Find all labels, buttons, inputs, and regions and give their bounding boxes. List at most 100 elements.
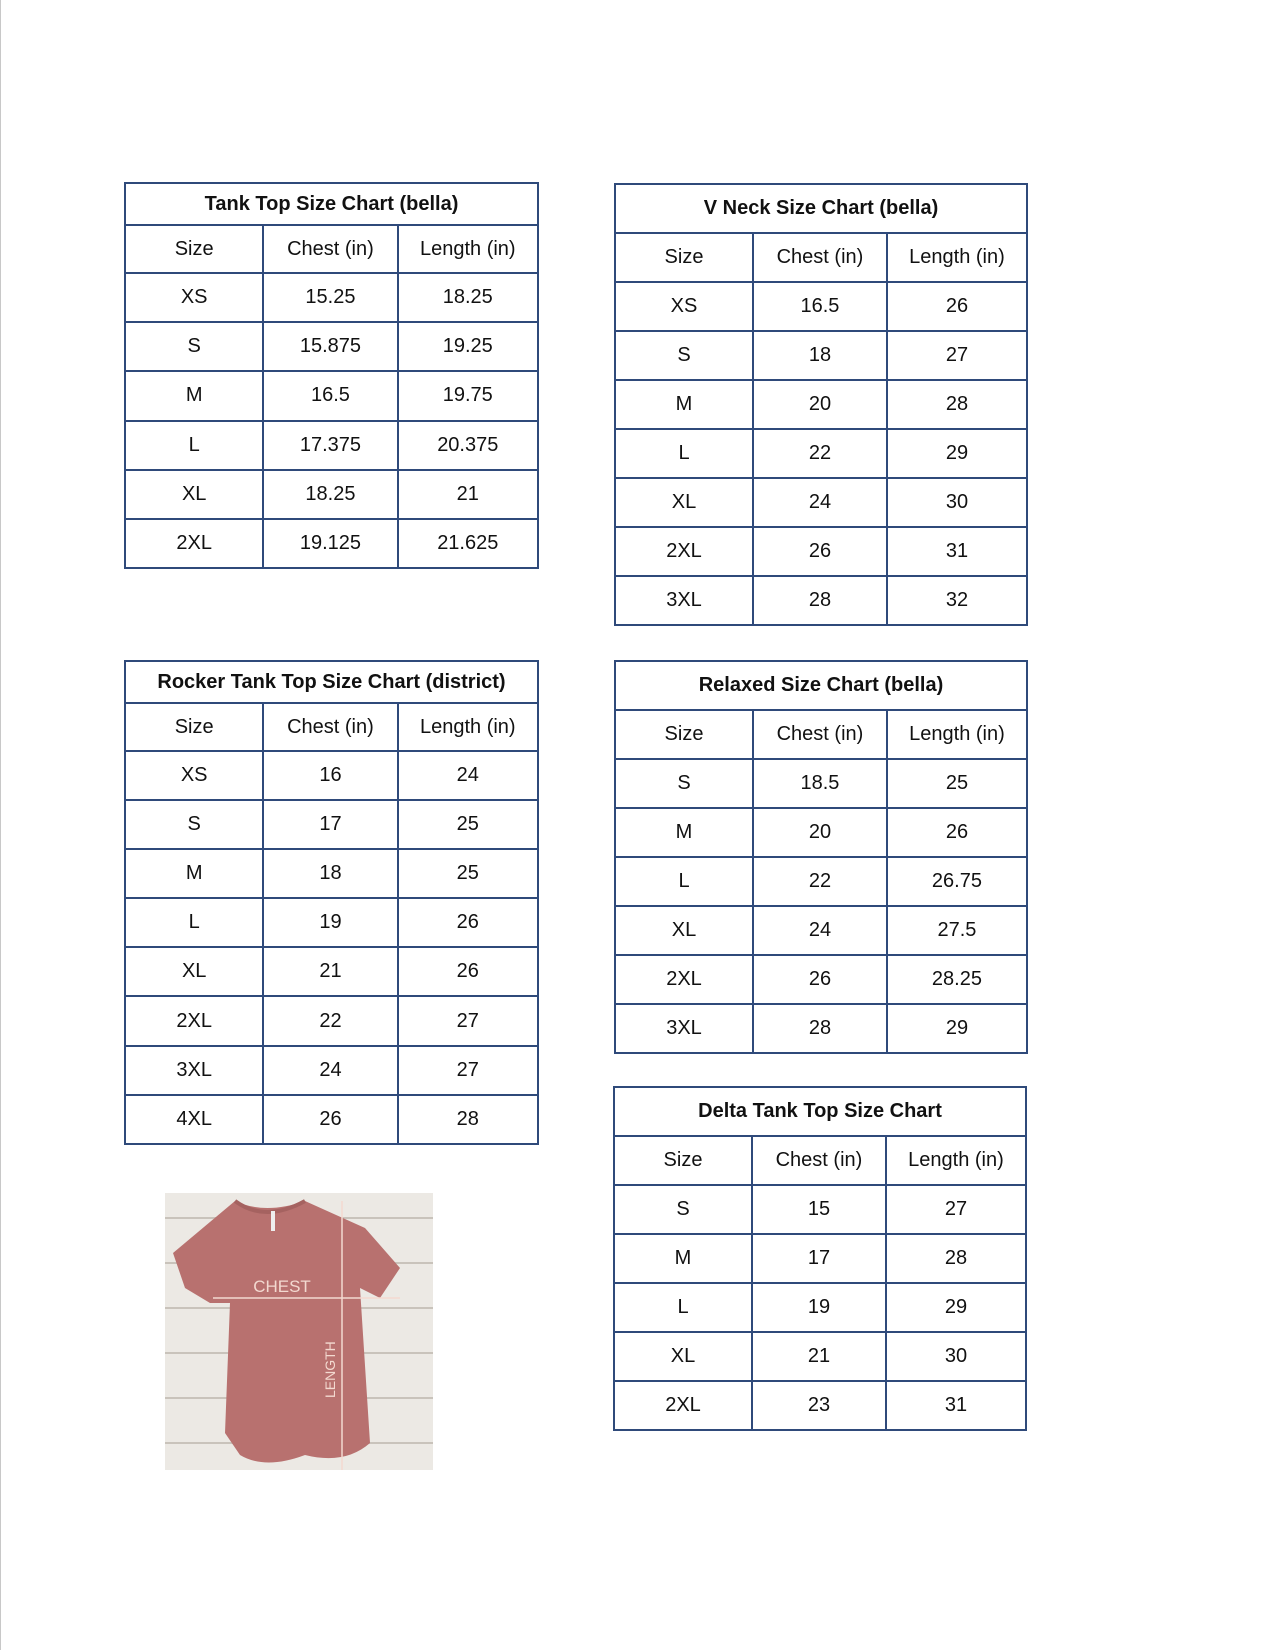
length-cell: 21.625 — [396, 517, 540, 570]
chest-cell: 26 — [262, 1093, 399, 1145]
length-cell: 19.25 — [396, 321, 540, 373]
chest-cell: 23 — [751, 1380, 887, 1431]
table-header-row: Size Chest (in) Length (in) — [123, 702, 540, 752]
length-cell: 27 — [885, 330, 1029, 381]
table-row: XS 15.25 18.25 — [123, 271, 540, 324]
page-edge — [0, 0, 1, 1650]
table-row: 2XL 23 31 — [612, 1380, 1028, 1431]
table-row: XL 18.25 21 — [123, 468, 540, 520]
size-cell: S — [613, 758, 755, 809]
size-cell: S — [612, 1184, 754, 1235]
table-row: L 19 26 — [123, 897, 540, 949]
table-row: L 19 29 — [612, 1282, 1028, 1333]
length-cell: 27 — [396, 995, 540, 1047]
table-row: XL 24 27.5 — [613, 905, 1029, 956]
table-row: M 16.5 19.75 — [123, 370, 540, 422]
size-cell: XL — [613, 477, 755, 528]
chest-cell: 18.25 — [262, 468, 399, 520]
tank-top-size-chart: Tank Top Size Chart (bella) Size Chest (in… — [123, 182, 540, 570]
chest-cell: 19.125 — [262, 517, 399, 570]
size-cell: L — [123, 897, 265, 949]
table-title-row: Delta Tank Top Size Chart — [613, 1086, 1027, 1137]
chest-cell: 20 — [752, 807, 888, 858]
column-header: Chest (in) — [262, 702, 399, 752]
length-cell: 28.25 — [885, 954, 1029, 1005]
chest-cell: 22 — [752, 428, 888, 479]
length-cell: 29 — [884, 1282, 1028, 1333]
chest-cell: 24 — [752, 477, 888, 528]
chest-cell: 18 — [262, 848, 399, 900]
length-cell: 26 — [396, 946, 540, 998]
size-cell: 2XL — [123, 517, 265, 570]
chest-cell: 16.5 — [752, 281, 888, 332]
table-row: L 17.375 20.375 — [123, 419, 540, 471]
size-cell: 3XL — [123, 1044, 265, 1096]
column-header: Length (in) — [396, 702, 540, 752]
chest-cell: 22 — [752, 856, 888, 907]
table-row: 2XL 22 27 — [123, 995, 540, 1047]
size-cell: M — [123, 370, 265, 422]
chest-cell: 17 — [751, 1233, 887, 1284]
length-cell: 31 — [885, 526, 1029, 577]
length-cell: 25 — [396, 848, 540, 900]
column-header: Length (in) — [885, 709, 1029, 760]
size-cell: S — [123, 799, 265, 851]
table-row: XS 16 24 — [123, 749, 540, 802]
length-cell: 25 — [396, 799, 540, 851]
size-cell: M — [613, 379, 755, 430]
chest-cell: 16 — [262, 749, 399, 802]
chest-cell: 21 — [262, 946, 399, 998]
length-cell: 21 — [396, 468, 540, 520]
column-header: Length (in) — [884, 1135, 1028, 1186]
table-row: L 22 29 — [613, 428, 1029, 479]
length-cell: 27 — [884, 1184, 1028, 1235]
table-row: L 22 26.75 — [613, 856, 1029, 907]
table-row: 3XL 28 29 — [613, 1003, 1029, 1054]
size-cell: XS — [123, 271, 265, 324]
size-cell: XL — [613, 905, 755, 956]
table-row: 3XL 28 32 — [613, 575, 1029, 626]
length-cell: 28 — [396, 1093, 540, 1145]
size-cell: M — [613, 807, 755, 858]
table-title-row: V Neck Size Chart (bella) — [614, 183, 1028, 234]
delta-tank-top-size-chart: Delta Tank Top Size Chart Size Chest (in) L… — [612, 1086, 1028, 1431]
chest-cell: 16.5 — [262, 370, 399, 422]
size-cell: 3XL — [613, 1003, 755, 1054]
chest-cell: 15 — [751, 1184, 887, 1235]
column-header: Size — [612, 1135, 754, 1186]
table-title: V Neck Size Chart (bella) — [614, 183, 1028, 234]
table-header-row: Size Chest (in) Length (in) — [613, 709, 1029, 760]
length-cell: 27 — [396, 1044, 540, 1096]
table-row: M 17 28 — [612, 1233, 1028, 1284]
v-neck-size-chart: V Neck Size Chart (bella) Size Chest (in) L… — [613, 183, 1029, 626]
table-row: 2XL 19.125 21.625 — [123, 517, 540, 570]
table-row: 2XL 26 31 — [613, 526, 1029, 577]
column-header: Size — [123, 224, 265, 274]
chest-cell: 20 — [752, 379, 888, 430]
size-cell: 2XL — [613, 526, 755, 577]
size-cell: XS — [123, 749, 265, 802]
table-row: M 20 28 — [613, 379, 1029, 430]
length-cell: 28 — [885, 379, 1029, 430]
chest-cell: 22 — [262, 995, 399, 1047]
size-cell: 2XL — [123, 995, 265, 1047]
table-row: M 18 25 — [123, 848, 540, 900]
length-cell: 28 — [884, 1233, 1028, 1284]
length-cell: 19.75 — [396, 370, 540, 422]
table-row: 4XL 26 28 — [123, 1093, 540, 1145]
column-header: Chest (in) — [752, 709, 888, 760]
length-cell: 27.5 — [885, 905, 1029, 956]
table-title-row: Rocker Tank Top Size Chart (district) — [124, 660, 539, 704]
table-title: Relaxed Size Chart (bella) — [614, 660, 1028, 711]
column-header: Size — [613, 232, 755, 283]
length-cell: 18.25 — [396, 271, 540, 324]
chest-cell: 28 — [752, 575, 888, 626]
table-title: Tank Top Size Chart (bella) — [124, 182, 539, 226]
table-header-row: Size Chest (in) Length (in) — [612, 1135, 1028, 1186]
size-cell: S — [123, 321, 265, 373]
table-row: XL 24 30 — [613, 477, 1029, 528]
size-cell: L — [123, 419, 265, 471]
shirt-illustration: CHEST LENGTH — [165, 1193, 433, 1470]
column-header: Size — [123, 702, 265, 752]
table-title: Delta Tank Top Size Chart — [613, 1086, 1027, 1137]
